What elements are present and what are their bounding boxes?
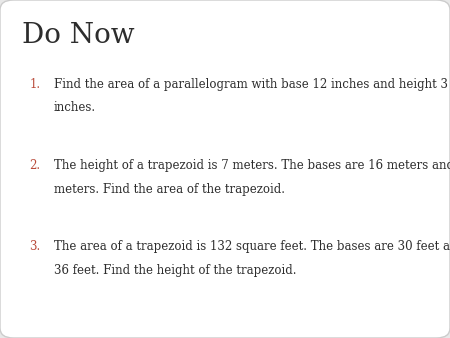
Text: 36 feet. Find the height of the trapezoid.: 36 feet. Find the height of the trapezoi… [54, 264, 297, 276]
Text: 1.: 1. [29, 78, 40, 91]
Text: 3.: 3. [29, 240, 40, 253]
Text: 2.: 2. [29, 159, 40, 172]
Text: The height of a trapezoid is 7 meters. The bases are 16 meters and 20: The height of a trapezoid is 7 meters. T… [54, 159, 450, 172]
Text: Find the area of a parallelogram with base 12 inches and height 3: Find the area of a parallelogram with ba… [54, 78, 448, 91]
Text: The area of a trapezoid is 132 square feet. The bases are 30 feet and: The area of a trapezoid is 132 square fe… [54, 240, 450, 253]
Text: meters. Find the area of the trapezoid.: meters. Find the area of the trapezoid. [54, 183, 285, 195]
Text: inches.: inches. [54, 101, 96, 114]
Text: Do Now: Do Now [22, 22, 135, 49]
